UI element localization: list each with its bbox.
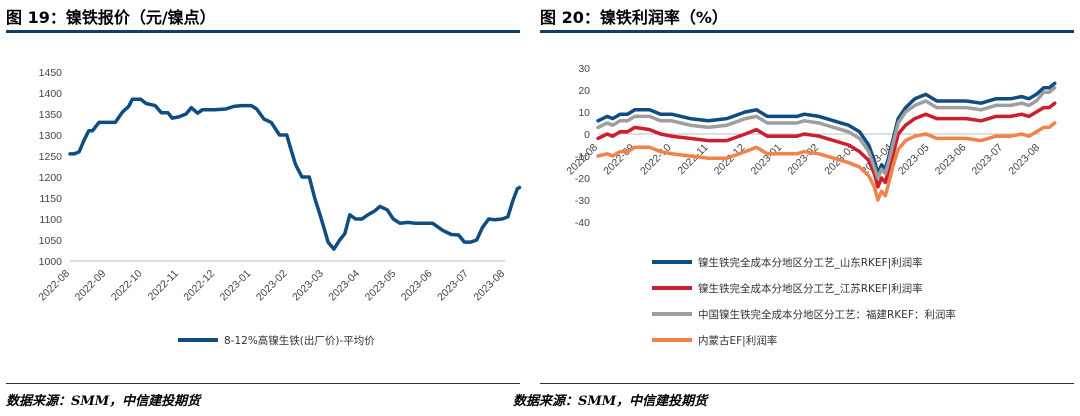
x-tick-label: 2023-06 — [933, 142, 969, 178]
figure-19-source: 数据来源：SMM，中信建投期货 — [6, 394, 201, 409]
x-tick-label: 2022-09 — [73, 268, 109, 304]
x-tick-label: 2022-09 — [601, 142, 637, 178]
legend-label-1: 镍生铁完全成本分地区分工艺_江苏RKEF|利润率 — [698, 282, 923, 295]
y-tick-label: 1250 — [39, 151, 63, 163]
x-tick-label: 2023-08 — [471, 268, 507, 304]
y-tick-label: -30 — [575, 195, 590, 207]
source-rule-left — [6, 383, 520, 384]
x-tick-label: 2022-08 — [564, 142, 600, 178]
figure-19-title: 图 19：镍铁报价（元/镍点） — [6, 8, 216, 27]
x-tick-label: 2022-08 — [36, 268, 72, 304]
source-rule-right — [540, 383, 1074, 384]
y-tick-label: 0 — [584, 129, 590, 141]
series-line-1 — [596, 101, 1057, 189]
x-tick-label: 2023-01 — [218, 268, 254, 304]
x-tick-label: 2023-02 — [785, 142, 821, 178]
y-tick-label: 10 — [578, 107, 590, 119]
y-tick-label: 20 — [578, 85, 590, 97]
x-tick-label: 2022-11 — [146, 268, 181, 303]
x-tick-label: 2023-07 — [970, 142, 1006, 178]
x-tick-label: 2023-05 — [363, 268, 399, 304]
y-tick-label: 1450 — [39, 67, 63, 79]
y-tick-label: -20 — [575, 173, 590, 185]
title-rule-left — [6, 30, 520, 33]
y-tick-label: -10 — [575, 151, 590, 163]
series-line-3 — [596, 121, 1057, 202]
series-line-2 — [596, 86, 1057, 180]
y-tick-label: 1400 — [39, 88, 63, 100]
series-line-0 — [68, 97, 522, 251]
y-tick-label: 30 — [578, 63, 590, 75]
chart-nickel-pig-iron-price: 1000 1050 1100 1150 1200 1250 1300 1350 1400 1450… — [36, 67, 522, 347]
y-tick-label: 1100 — [39, 214, 62, 226]
y-tick-label: 1350 — [39, 109, 63, 121]
legend-label-0: 镍生铁完全成本分地区分工艺_山东RKEF|利润率 — [698, 256, 923, 269]
x-tick-label: 2023-08 — [1006, 142, 1042, 178]
y-tick-label: 1200 — [39, 172, 63, 184]
title-rule-right — [540, 30, 1074, 33]
x-tick-label: 2023-02 — [254, 268, 290, 304]
x-tick-label: 2023-07 — [435, 268, 471, 304]
series-line-0 — [596, 81, 1057, 176]
y-tick-label: 1150 — [39, 193, 62, 205]
y-tick-label: 1050 — [39, 235, 63, 247]
y-tick-label: 1000 — [39, 256, 63, 268]
x-tick-label: 2022-12 — [181, 268, 217, 304]
legend-label-3: 内蒙古EF|利润率 — [698, 334, 777, 347]
legend-label-2: 中国镍生铁完全成本分地区分工艺：福建RKEF：利润率 — [698, 308, 956, 321]
y-tick-label: 1300 — [39, 130, 63, 142]
x-tick-label: 2023-04 — [326, 268, 362, 304]
x-tick-label: 2023-06 — [399, 268, 435, 304]
y-tick-label: -40 — [575, 217, 590, 229]
legend-label-0: 8-12%高镍生铁(出厂价)-平均价 — [224, 334, 375, 347]
figure-20-source: 数据来源：SMM，中信建投期货 — [513, 394, 708, 409]
x-tick-label: 2022-10 — [109, 268, 145, 304]
figure-20-title: 图 20：镍铁利润率（%） — [540, 8, 728, 27]
x-tick-label: 2023-03 — [290, 268, 326, 304]
